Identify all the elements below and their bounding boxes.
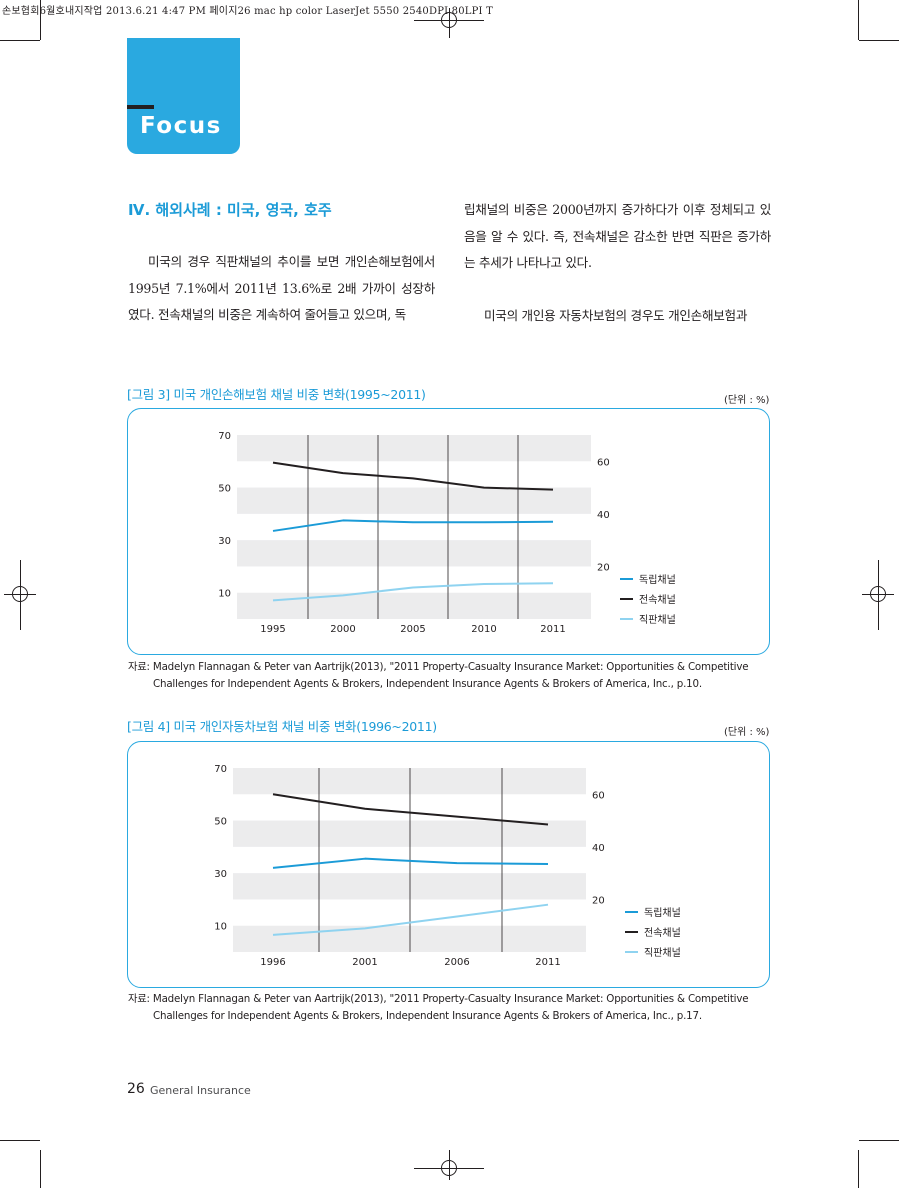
x-tick-label: 2011: [540, 624, 565, 635]
y-tick-label: 50: [214, 817, 227, 828]
legend-label: 전속채널: [639, 594, 676, 606]
crop-mark: [0, 1140, 40, 1141]
crop-mark: [858, 0, 859, 40]
print-header: 손보협회6월호내지작업 2013.6.21 4:47 PM 페이지26 mac …: [2, 6, 493, 17]
page-number: 26: [127, 1081, 145, 1097]
figure-title: [그림 4] 미국 개인자동차보험 채널 비중 변화(1996~2011): [127, 719, 437, 734]
y-tick-label-right: 20: [592, 895, 605, 906]
y-tick-label-right: 60: [592, 790, 605, 801]
figure-title: [그림 3] 미국 개인손해보험 채널 비중 변화(1995~2011): [127, 387, 426, 402]
focus-tab: [127, 38, 240, 154]
source-line: Challenges for Independent Agents & Brok…: [153, 1010, 702, 1022]
paragraph: 미국의 경우 직판채널의 추이를 보면 개인손해보험에서 1995년 7.1%에…: [128, 254, 435, 322]
registration-mark: [441, 12, 457, 28]
series-line: [272, 857, 549, 869]
x-tick-label: 2000: [330, 624, 355, 635]
section-title: Ⅳ. 해외사례 : 미국, 영국, 호주: [128, 201, 332, 219]
line-chart: 70 50 30 10 60 40 20 1996 2001 2006 2011 독립채널전속채널직판…: [214, 764, 681, 968]
unit-label: (단위 : %): [724, 727, 770, 738]
legend-label: 독립채널: [639, 573, 676, 586]
x-tick-label: 2005: [400, 624, 425, 635]
x-tick-label: 1996: [260, 957, 285, 968]
series-line: [272, 461, 554, 491]
series-line: [272, 793, 549, 826]
left-column: 미국의 경우 직판채널의 추이를 보면 개인손해보험에서 1995년 7.1%에…: [128, 249, 435, 329]
crop-mark: [858, 1150, 859, 1188]
y-tick-label: 70: [218, 431, 231, 442]
grid-band: [233, 820, 586, 847]
x-tick-label: 2006: [444, 957, 469, 968]
registration-mark: [441, 1160, 457, 1176]
crop-mark: [40, 0, 41, 40]
source-line: 자료: Madelyn Flannagan & Peter van Aartri…: [128, 661, 749, 673]
y-tick-label: 30: [218, 536, 231, 547]
figure-source: 자료: Madelyn Flannagan & Peter van Aartri…: [128, 659, 749, 693]
y-tick-label: 70: [214, 764, 227, 775]
series-line: [272, 903, 549, 936]
grid-band: [237, 592, 591, 619]
unit-label: (단위 : %): [724, 395, 770, 406]
focus-label: Focus: [140, 113, 222, 139]
y-tick-label-right: 40: [597, 510, 610, 521]
y-tick-label: 10: [218, 589, 231, 600]
grid-band: [237, 487, 591, 514]
legend-label: 전속채널: [644, 927, 681, 939]
x-tick-label: 2001: [352, 957, 377, 968]
grid-band: [233, 925, 586, 952]
crop-mark: [40, 1150, 41, 1188]
y-tick-label: 50: [218, 484, 231, 495]
paragraph: 미국의 개인용 자동차보험의 경우도 개인손해보험과: [484, 307, 748, 323]
right-column: 립채널의 비중은 2000년까지 증가하다가 이후 정체되고 있음을 알 수 있…: [464, 197, 771, 329]
legend-label: 독립채널: [644, 906, 681, 919]
line-chart: 70 50 30 10 60 40 20 1995 2000 2005 2010 2011 독립채널전속…: [218, 431, 676, 635]
grid-band: [237, 540, 591, 567]
legend-label: 직판채널: [644, 947, 681, 959]
x-tick-label: 2011: [535, 957, 560, 968]
y-tick-label: 10: [214, 922, 227, 933]
legend-label: 직판채널: [639, 614, 676, 626]
y-tick-label: 30: [214, 869, 227, 880]
y-tick-label-right: 60: [597, 457, 610, 468]
series-line: [272, 582, 554, 602]
crop-mark: [859, 40, 899, 41]
registration-mark: [870, 586, 886, 602]
source-line: Challenges for Independent Agents & Brok…: [153, 678, 702, 690]
focus-accent-bar: [127, 105, 154, 109]
footer-label: General Insurance: [150, 1084, 251, 1097]
paragraph: 립채널의 비중은 2000년까지 증가하다가 이후 정체되고 있음을 알 수 있…: [464, 202, 771, 270]
grid-band: [233, 873, 586, 900]
grid-band: [237, 435, 591, 462]
x-tick-label: 2010: [471, 624, 496, 635]
crop-mark: [0, 40, 40, 41]
registration-mark: [12, 586, 28, 602]
figure-source: 자료: Madelyn Flannagan & Peter van Aartri…: [128, 991, 749, 1025]
series-line: [272, 519, 554, 532]
y-tick-label-right: 20: [597, 562, 610, 573]
y-tick-label-right: 40: [592, 843, 605, 854]
source-line: 자료: Madelyn Flannagan & Peter van Aartri…: [128, 993, 749, 1005]
crop-mark: [859, 1140, 899, 1141]
x-tick-label: 1995: [260, 624, 285, 635]
grid-band: [233, 768, 586, 795]
